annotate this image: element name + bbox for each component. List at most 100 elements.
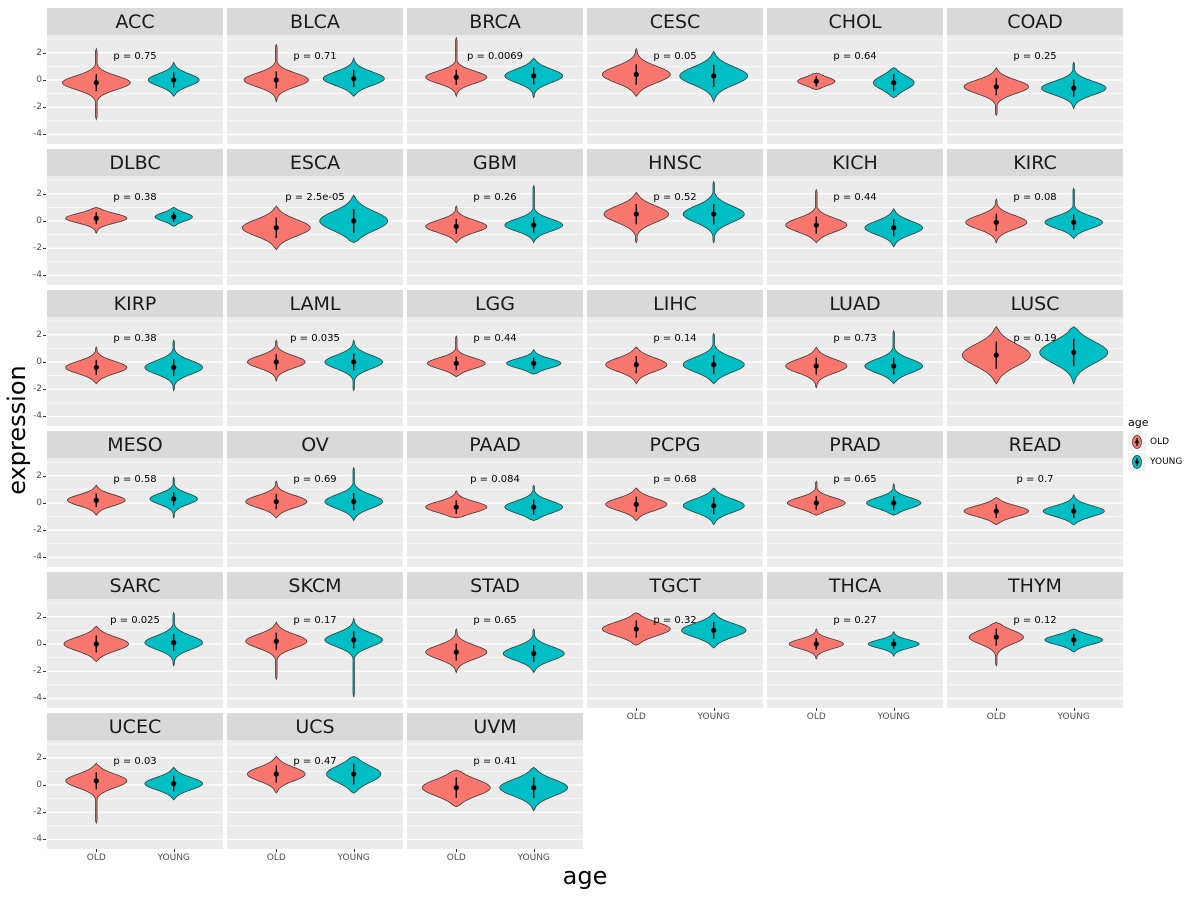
facet-strip-UCS: UCS xyxy=(227,713,403,740)
p-value-label: p = 0.38 xyxy=(113,192,156,203)
p-value-label: p = 0.44 xyxy=(833,192,876,203)
p-value-label: p = 0.64 xyxy=(833,51,876,62)
y-tick-label: -4 xyxy=(33,834,42,845)
p-value-label: p = 0.03 xyxy=(113,756,156,767)
median-point-young xyxy=(891,225,897,231)
y-tick-label: 0 xyxy=(36,638,42,649)
y-tick-mark xyxy=(43,557,46,559)
median-point-old xyxy=(633,626,639,632)
x-tick-mark xyxy=(276,849,278,852)
facet-strip-SARC: SARC xyxy=(47,572,223,599)
median-point-young xyxy=(711,362,717,368)
p-value-label: p = 0.035 xyxy=(290,333,340,344)
facet-strip-KIRC: KIRC xyxy=(947,149,1123,176)
median-point-old xyxy=(813,363,819,369)
facet-strip-READ: READ xyxy=(947,431,1123,458)
facet-strip-LUSC: LUSC xyxy=(947,290,1123,317)
median-point-old xyxy=(453,785,459,791)
y-tick-label: -2 xyxy=(33,243,42,254)
p-value-label: p = 0.05 xyxy=(653,51,696,62)
p-value-label: p = 2.5e-05 xyxy=(285,192,344,203)
median-point-old xyxy=(93,497,99,503)
facet-panel-READ: p = 0.7 xyxy=(947,458,1123,567)
p-value-label: p = 0.65 xyxy=(833,474,876,485)
y-tick-mark xyxy=(43,839,46,841)
median-point-old xyxy=(273,771,279,777)
median-point-old xyxy=(993,352,999,358)
facet-strip-SKCM: SKCM xyxy=(227,572,403,599)
p-value-label: p = 0.19 xyxy=(1013,333,1056,344)
y-tick-label: 0 xyxy=(36,215,42,226)
median-point-young xyxy=(171,640,177,646)
x-tick-label: YOUNG xyxy=(157,853,190,863)
legend-key-violin-icon xyxy=(1128,453,1146,471)
facet-strip-GBM: GBM xyxy=(407,149,583,176)
median-point-young xyxy=(351,637,357,643)
x-tick-mark xyxy=(456,849,458,852)
median-point-young xyxy=(531,650,537,657)
y-tick-mark xyxy=(43,671,46,673)
facet-panel-PAAD: p = 0.084 xyxy=(407,458,583,567)
median-point-young xyxy=(891,363,897,369)
facet-strip-PRAD: PRAD xyxy=(767,431,943,458)
violin-young xyxy=(1044,187,1103,240)
p-value-label: p = 0.47 xyxy=(293,756,336,767)
median-point-young xyxy=(351,359,357,365)
x-tick-mark xyxy=(533,849,535,852)
y-tick-mark xyxy=(43,784,46,786)
median-point-young xyxy=(531,504,537,510)
legend-title: age xyxy=(1128,416,1149,429)
y-tick-label: 2 xyxy=(36,188,42,199)
y-tick-label: -4 xyxy=(33,552,42,563)
p-value-label: p = 0.69 xyxy=(293,474,336,485)
median-point-young xyxy=(1071,219,1077,225)
y-tick-mark xyxy=(43,475,46,477)
median-point-old xyxy=(453,360,459,366)
legend-entry-young: YOUNG xyxy=(1128,453,1182,471)
median-point-old xyxy=(93,364,99,371)
facet-strip-ACC: ACC xyxy=(47,8,223,35)
facet-strip-DLBC: DLBC xyxy=(47,149,223,176)
violin-young xyxy=(504,184,563,244)
p-value-label: p = 0.0069 xyxy=(467,51,523,62)
p-value-label: p = 0.73 xyxy=(833,333,876,344)
legend-point-glyph xyxy=(1135,460,1139,464)
median-point-young xyxy=(171,364,177,371)
facet-panel-LIHC: p = 0.14 xyxy=(587,317,763,426)
facet-panel-LGG: p = 0.44 xyxy=(407,317,583,426)
violin-old xyxy=(245,621,308,681)
p-value-label: p = 0.65 xyxy=(473,615,516,626)
median-point-young xyxy=(891,641,897,647)
facet-panel-BLCA: p = 0.71 xyxy=(227,35,403,144)
x-tick-mark xyxy=(96,849,98,852)
y-tick-mark xyxy=(43,416,46,418)
facet-strip-LIHC: LIHC xyxy=(587,290,763,317)
median-point-young xyxy=(351,499,357,505)
facet-panel-SARC: p = 0.025 xyxy=(47,599,223,708)
median-point-old xyxy=(273,359,279,365)
median-point-old xyxy=(273,499,279,505)
p-value-label: p = 0.75 xyxy=(113,51,156,62)
p-value-label: p = 0.08 xyxy=(1013,192,1056,203)
median-point-young xyxy=(1071,637,1077,643)
median-point-old xyxy=(273,77,279,83)
legend: age OLD YOUNG xyxy=(1128,416,1182,473)
p-value-label: p = 0.14 xyxy=(653,333,696,344)
facet-panel-ESCA: p = 2.5e-05 xyxy=(227,176,403,285)
facet-panel-KIRP: p = 0.38 xyxy=(47,317,223,426)
y-tick-label: 2 xyxy=(36,611,42,622)
facet-strip-THYM: THYM xyxy=(947,572,1123,599)
facet-panel-MESO: p = 0.58 xyxy=(47,458,223,567)
x-tick-label: OLD xyxy=(806,712,826,722)
median-point-old xyxy=(93,641,99,647)
median-point-old xyxy=(813,500,819,506)
violin-old xyxy=(65,762,128,825)
y-tick-mark xyxy=(43,757,46,759)
p-value-label: p = 0.7 xyxy=(1017,474,1054,485)
x-tick-label: YOUNG xyxy=(877,712,910,722)
x-tick-label: OLD xyxy=(626,712,646,722)
median-point-young xyxy=(171,781,177,787)
y-tick-mark xyxy=(43,616,46,618)
y-tick-mark xyxy=(43,812,46,814)
median-point-young xyxy=(351,218,357,224)
